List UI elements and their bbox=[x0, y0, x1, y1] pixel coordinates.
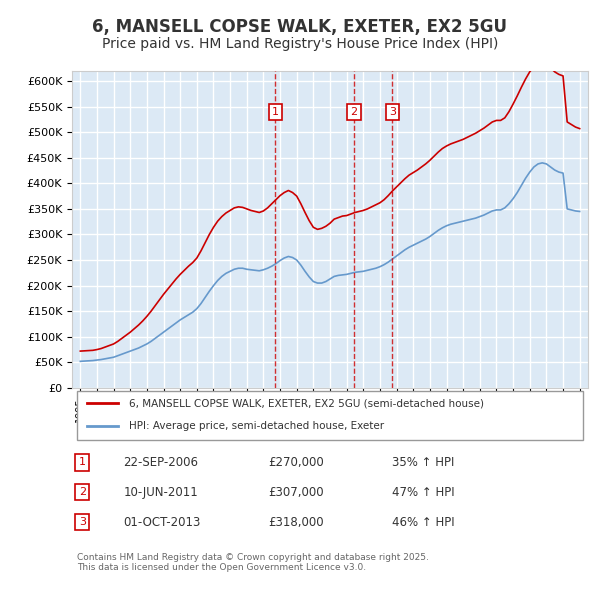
Text: 3: 3 bbox=[389, 107, 396, 117]
Text: 6, MANSELL COPSE WALK, EXETER, EX2 5GU (semi-detached house): 6, MANSELL COPSE WALK, EXETER, EX2 5GU (… bbox=[129, 398, 484, 408]
Text: Contains HM Land Registry data © Crown copyright and database right 2025.
This d: Contains HM Land Registry data © Crown c… bbox=[77, 553, 429, 572]
Text: HPI: Average price, semi-detached house, Exeter: HPI: Average price, semi-detached house,… bbox=[129, 421, 384, 431]
Text: 2: 2 bbox=[350, 107, 358, 117]
Text: £318,000: £318,000 bbox=[268, 516, 324, 529]
Text: 35% ↑ HPI: 35% ↑ HPI bbox=[392, 455, 454, 468]
Text: 2: 2 bbox=[79, 487, 86, 497]
Text: £307,000: £307,000 bbox=[268, 486, 324, 499]
FancyBboxPatch shape bbox=[77, 391, 583, 440]
Text: 3: 3 bbox=[79, 517, 86, 527]
Text: 1: 1 bbox=[79, 457, 86, 467]
Text: 6, MANSELL COPSE WALK, EXETER, EX2 5GU: 6, MANSELL COPSE WALK, EXETER, EX2 5GU bbox=[92, 18, 508, 35]
Text: 47% ↑ HPI: 47% ↑ HPI bbox=[392, 486, 455, 499]
Text: Price paid vs. HM Land Registry's House Price Index (HPI): Price paid vs. HM Land Registry's House … bbox=[102, 37, 498, 51]
Text: 22-SEP-2006: 22-SEP-2006 bbox=[124, 455, 199, 468]
Text: 01-OCT-2013: 01-OCT-2013 bbox=[124, 516, 201, 529]
Text: 46% ↑ HPI: 46% ↑ HPI bbox=[392, 516, 455, 529]
Text: 10-JUN-2011: 10-JUN-2011 bbox=[124, 486, 199, 499]
Text: 1: 1 bbox=[272, 107, 279, 117]
Text: £270,000: £270,000 bbox=[268, 455, 324, 468]
